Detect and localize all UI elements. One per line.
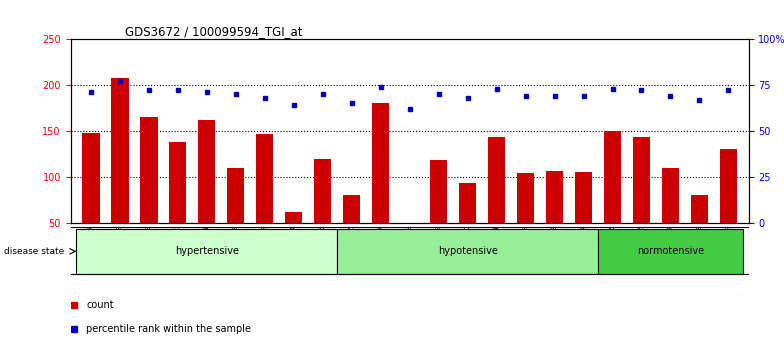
Bar: [430, 160, 448, 223]
Bar: [111, 78, 129, 223]
Bar: [604, 131, 621, 223]
Bar: [598, 229, 743, 274]
Text: GDS3672 / 100099594_TGI_at: GDS3672 / 100099594_TGI_at: [125, 25, 303, 38]
Bar: [140, 117, 158, 223]
Bar: [720, 149, 737, 223]
Text: disease state: disease state: [4, 247, 64, 256]
Bar: [372, 103, 390, 223]
Bar: [227, 168, 245, 223]
Bar: [459, 183, 477, 223]
Bar: [517, 173, 534, 223]
Bar: [575, 172, 592, 223]
Bar: [285, 212, 303, 223]
Bar: [314, 159, 332, 223]
Bar: [82, 133, 100, 223]
Bar: [546, 171, 563, 223]
Bar: [337, 229, 598, 274]
Text: normotensive: normotensive: [637, 246, 704, 256]
Text: percentile rank within the sample: percentile rank within the sample: [86, 324, 251, 333]
Bar: [169, 142, 187, 223]
Text: count: count: [86, 300, 114, 310]
Bar: [256, 134, 274, 223]
Bar: [198, 120, 216, 223]
Bar: [662, 168, 679, 223]
Bar: [691, 195, 708, 223]
Text: hypertensive: hypertensive: [175, 246, 239, 256]
Bar: [488, 137, 505, 223]
Text: hypotensive: hypotensive: [437, 246, 498, 256]
Bar: [76, 229, 337, 274]
Bar: [343, 195, 361, 223]
Bar: [633, 137, 650, 223]
